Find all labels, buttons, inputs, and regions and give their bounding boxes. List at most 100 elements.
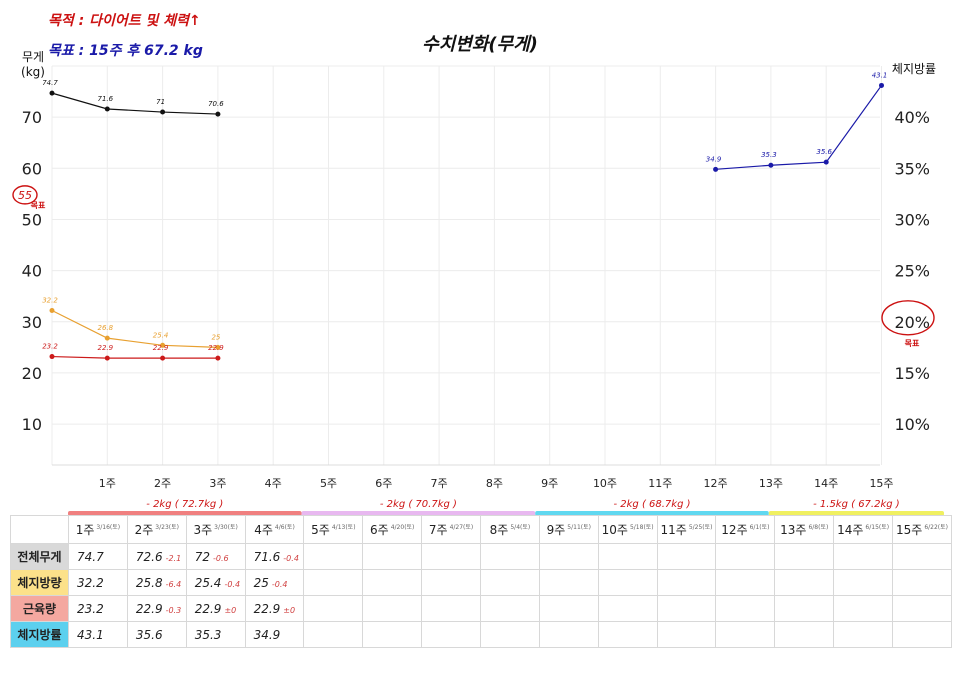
week-header: 7주 4/27(토): [421, 515, 482, 544]
cell-value: 32.2: [77, 575, 104, 590]
phase-band: [768, 511, 944, 516]
week-header: 15주 6/22(토): [892, 515, 952, 544]
data-label: 71.6: [98, 95, 114, 103]
table-cell: [656, 621, 717, 648]
data-label: 26.8: [98, 324, 114, 332]
row-label: 근육량: [10, 595, 69, 622]
data-point: [49, 90, 55, 96]
table-cell: 22.9 ±0: [244, 595, 305, 622]
week-header: 1주 3/16(토): [68, 515, 128, 544]
goal-value: 55: [18, 189, 32, 202]
data-label: 70.6: [208, 100, 224, 108]
row-label: 전체무게: [10, 543, 69, 570]
cell-value: 74.7: [77, 549, 104, 564]
table-cell: 22.9 ±0: [185, 595, 246, 622]
y-left-tick-label: 40: [22, 262, 42, 281]
cell-value: 72.6: [135, 549, 163, 564]
week-header: 2주 3/23(토): [126, 515, 187, 544]
table-cell: 43.1: [68, 621, 128, 648]
table-cell: [421, 621, 482, 648]
data-label: 25.4: [153, 331, 169, 339]
data-point: [823, 159, 829, 165]
table-cell: [303, 569, 364, 596]
week-label: 12주: [721, 523, 748, 537]
table-cell: [715, 543, 776, 570]
data-point: [215, 111, 221, 117]
table-cell: [303, 595, 364, 622]
chart-title: 수치변화(무게): [422, 34, 538, 55]
data-point: [160, 342, 166, 348]
table-header-row: 1주 3/16(토) 2주 3/23(토) 3주 3/30(토) 4주 4/6(토) 5주 4/1…: [10, 515, 952, 544]
data-point: [49, 308, 55, 314]
table-cell: 25 -0.4: [244, 569, 305, 596]
table-cell: [421, 569, 482, 596]
week-label: 8주: [489, 523, 509, 537]
table-cell: [833, 543, 894, 570]
table-cell: [421, 595, 482, 622]
table-cell: [597, 569, 658, 596]
table-cell: [303, 543, 364, 570]
week-label: 3주: [193, 523, 213, 537]
table-cell: [833, 569, 894, 596]
data-label: 22.9: [208, 344, 224, 352]
cell-change: -0.3: [165, 605, 182, 615]
x-tick-label: 8주: [486, 477, 503, 490]
cell-value: 34.9: [253, 627, 281, 642]
table-cell: [892, 621, 952, 648]
table-cell: [480, 569, 540, 596]
week-date: 4/27(토): [449, 524, 474, 531]
week-header: 14주 6/15(토): [833, 515, 894, 544]
cell-change: -0.4: [224, 579, 241, 589]
week-date: 6/15(토): [865, 524, 890, 531]
week-date: 4/20(토): [390, 524, 415, 531]
data-point: [713, 166, 719, 172]
cell-change: ±0: [224, 605, 237, 615]
data-label: 71: [156, 98, 165, 106]
y-left-tick-label: 30: [22, 313, 42, 332]
week-label: 6주: [370, 523, 389, 537]
table-cell: [892, 569, 952, 596]
cell-value: 22.9: [135, 601, 163, 616]
week-date: 4/6(토): [274, 524, 295, 531]
row-label: 체지방량: [10, 569, 69, 596]
week-label: 4주: [254, 523, 273, 537]
y-left-tick-label: 70: [22, 108, 42, 127]
x-tick-label: 14주: [814, 477, 838, 490]
data-point: [104, 335, 110, 341]
data-point: [49, 354, 55, 360]
table-cell: [362, 595, 423, 622]
cell-change: -2.1: [165, 553, 182, 563]
data-label: 25: [211, 333, 220, 341]
cell-change: -0.4: [271, 579, 288, 589]
y-right-tick-label: 35%: [894, 159, 930, 178]
phase-label: - 2kg ( 70.7kg ): [380, 499, 457, 510]
table-cell: [774, 621, 835, 648]
week-header: 11주 5/25(토): [656, 515, 717, 544]
table-cell: [538, 621, 599, 648]
week-date: 3/30(토): [214, 524, 238, 531]
week-label: 11주: [660, 523, 687, 537]
table-cell: 22.9 -0.3: [126, 595, 187, 622]
data-point: [160, 109, 166, 115]
table-row: 전체무게 74.7 72.6 -2.1 72 -0.6 71.6 -0.4: [10, 543, 952, 570]
cell-value: 71.6: [253, 549, 281, 564]
y-axis-right-title: 체지방률: [891, 62, 937, 76]
table-cell: 35.6: [126, 621, 187, 648]
data-point: [160, 355, 166, 361]
table-cell: [538, 569, 599, 596]
y-axis-left-unit: (kg): [21, 65, 45, 79]
data-label: 23.2: [42, 343, 58, 351]
table-cell: [892, 543, 952, 570]
table-cell: [597, 621, 658, 648]
y-right-tick-label: 25%: [894, 262, 930, 281]
table-cell: [656, 543, 717, 570]
cell-value: 35.6: [135, 627, 163, 642]
table-cell: [421, 543, 482, 570]
y-axis-left-title: 무게 (kg): [16, 50, 50, 80]
week-label: 14주: [837, 523, 864, 537]
week-date: 5/11(토): [567, 524, 591, 531]
phase-band: [535, 511, 769, 516]
phase-band: [301, 511, 536, 516]
table-cell: [715, 595, 776, 622]
table-cell: [480, 543, 540, 570]
